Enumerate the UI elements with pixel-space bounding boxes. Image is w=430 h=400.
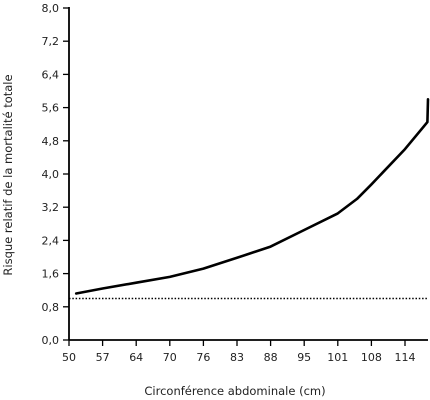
x-tick-label: 108 bbox=[361, 351, 382, 364]
y-tick-label: 3,2 bbox=[42, 201, 60, 214]
x-axis-title: Circonférence abdominale (cm) bbox=[144, 384, 325, 398]
y-tick-label: 8,0 bbox=[42, 2, 60, 15]
x-tick-label: 50 bbox=[62, 351, 76, 364]
y-tick-label: 6,4 bbox=[42, 68, 60, 81]
y-tick-label: 1,6 bbox=[42, 268, 60, 281]
x-tick-label: 64 bbox=[129, 351, 143, 364]
x-tick-label: 57 bbox=[96, 351, 110, 364]
x-tick-label: 76 bbox=[196, 351, 210, 364]
x-tick-label: 114 bbox=[395, 351, 416, 364]
y-tick-label: 7,2 bbox=[42, 35, 60, 48]
y-axis-title: Risque relatif de la mortalité totale bbox=[1, 74, 15, 275]
y-tick-label: 4,8 bbox=[42, 135, 60, 148]
y-axis-ticks: 0,0 0,8 1,6 2,4 3,2 4,0 4,8 5,6 6,4 7,2 8,0 bbox=[42, 2, 69, 347]
risk-curve-line bbox=[74, 98, 430, 295]
y-tick-label: 2,4 bbox=[42, 234, 60, 247]
x-tick-label: 95 bbox=[297, 351, 311, 364]
y-tick-label: 5,6 bbox=[42, 102, 60, 115]
x-axis-ticks: 50 57 64 70 76 83 88 95 101 108 114 bbox=[62, 340, 416, 364]
plot-area bbox=[69, 98, 430, 300]
x-tick-label: 83 bbox=[230, 351, 244, 364]
y-tick-label: 0,8 bbox=[42, 301, 60, 314]
x-tick-label: 88 bbox=[264, 351, 278, 364]
x-tick-label: 70 bbox=[163, 351, 177, 364]
y-tick-label: 4,0 bbox=[42, 168, 60, 181]
x-tick-label: 101 bbox=[327, 351, 348, 364]
y-tick-label: 0,0 bbox=[42, 334, 60, 347]
